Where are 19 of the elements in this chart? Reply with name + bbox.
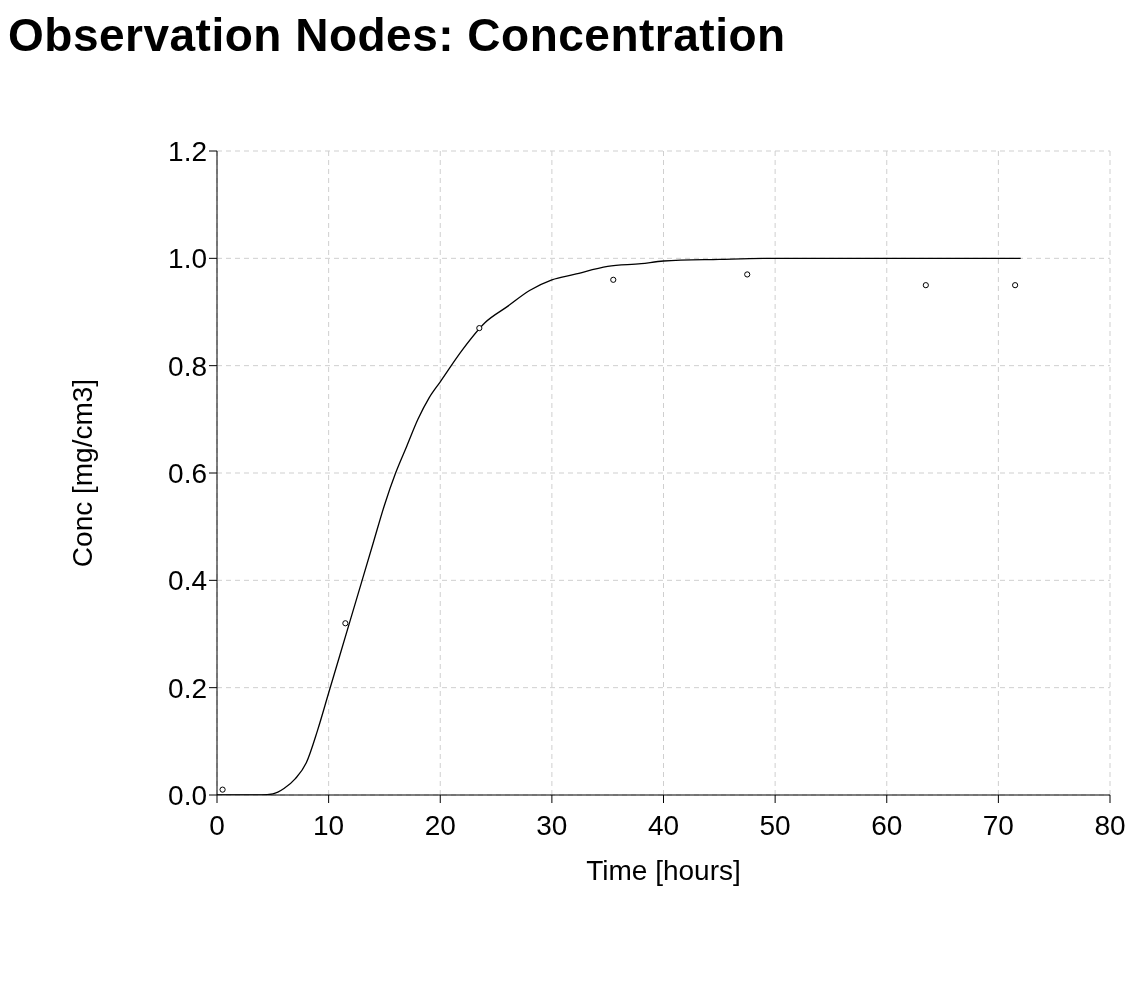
- y-axis-title: Conc [mg/cm3]: [66, 378, 98, 568]
- x-tick-label: 30: [536, 809, 568, 841]
- y-tick-label: 0.0: [168, 779, 207, 811]
- y-tick-label: 0.8: [168, 350, 207, 382]
- x-tick-label: 10: [313, 809, 345, 841]
- y-tick-label: 0.2: [168, 672, 207, 704]
- x-tick-label: 50: [759, 809, 791, 841]
- y-tick-label: 0.4: [168, 565, 207, 597]
- x-axis-title: Time [hours]: [586, 855, 741, 886]
- y-tick-label: 0.6: [168, 457, 207, 489]
- x-tick-label: 0: [209, 809, 225, 841]
- y-tick-label: 1.0: [168, 243, 207, 275]
- x-tick-label: 80: [1094, 809, 1126, 841]
- chart-title: Observation Nodes: Concentration: [8, 8, 787, 63]
- x-tick-label: 20: [424, 809, 456, 841]
- x-tick-label: 40: [647, 809, 680, 841]
- x-tick-label: 60: [871, 809, 903, 841]
- y-tick-label: 1.2: [168, 135, 207, 167]
- x-tick-label: 70: [982, 809, 1014, 841]
